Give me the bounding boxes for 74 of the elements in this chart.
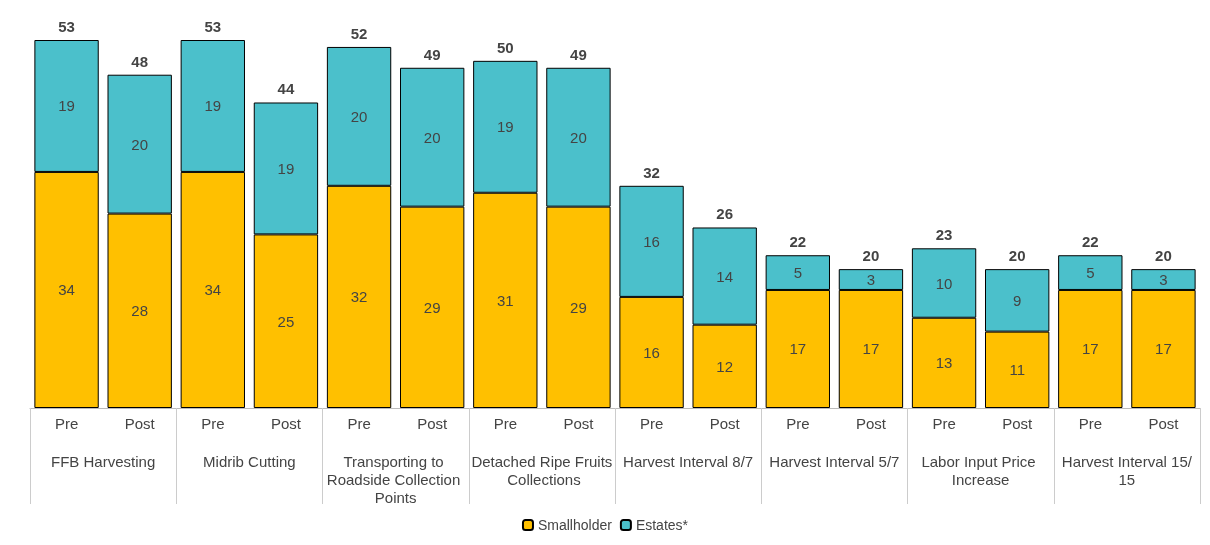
legend-label: Smallholder	[537, 517, 613, 533]
x-tick-label: Post	[1002, 415, 1034, 432]
x-tick-label: Pre	[786, 415, 810, 432]
text: Harvest Interval 5/7	[769, 452, 900, 470]
data-label: 12	[716, 357, 734, 375]
x-tick-label: Pre	[347, 415, 371, 432]
data-label: 17	[789, 340, 807, 358]
data-label: 16	[643, 343, 660, 361]
text: FFB Harvesting	[51, 452, 156, 470]
data-label: 5	[793, 264, 802, 282]
data-label: 17	[862, 340, 880, 358]
x-tick-label: Post	[709, 415, 741, 432]
x-tick-label: Post	[124, 415, 156, 432]
data-label: 19	[496, 118, 514, 136]
x-tick-label: Pre	[932, 415, 956, 432]
data-label: 20	[423, 128, 441, 146]
data-label: 25	[277, 312, 295, 330]
data-label: 19	[204, 97, 222, 115]
data-label: 31	[496, 291, 514, 309]
total-label: 49	[570, 45, 587, 63]
total-label: 53	[58, 18, 75, 35]
data-label: 32	[350, 288, 368, 306]
total-label: 22	[1081, 233, 1099, 251]
data-label: 3	[1159, 271, 1168, 289]
x-tick-label: Post	[417, 415, 449, 432]
data-label: 34	[204, 281, 222, 299]
total-label: 53	[204, 18, 222, 35]
total-label: 44	[277, 80, 295, 98]
x-tick-label: Post	[563, 415, 595, 432]
data-label: 29	[423, 298, 441, 316]
text: Midrib Cutting	[203, 452, 296, 470]
x-tick-label: Post	[1148, 415, 1180, 432]
text: Harvest Interval 8/7	[623, 452, 754, 470]
text: Labor Input Price Increase	[921, 452, 1040, 488]
x-tick-label: Pre	[201, 415, 225, 432]
data-label: 9	[1013, 291, 1022, 309]
legend-label: Estates*	[635, 517, 689, 533]
total-label: 26	[716, 205, 734, 223]
data-label: 16	[643, 232, 660, 250]
x-tick-label: Post	[270, 415, 302, 432]
data-label: 3	[866, 271, 876, 289]
data-label: 17	[1081, 340, 1099, 358]
total-label: 32	[643, 163, 660, 181]
data-label: 14	[716, 267, 734, 285]
data-label: 13	[935, 354, 953, 372]
x-tick-label: Post	[855, 415, 887, 432]
x-tick-label: Pre	[493, 415, 517, 432]
data-label: 17	[1155, 340, 1172, 358]
data-label: 34	[58, 281, 75, 299]
data-label: 11	[1009, 361, 1025, 379]
total-label: 23	[935, 226, 953, 244]
data-label: 29	[570, 298, 587, 316]
total-label: 52	[350, 24, 368, 42]
total-label: 20	[1155, 247, 1172, 265]
text: Detached Ripe Fruits Collections	[471, 452, 613, 488]
text: Transporting to Roadside Collection Points	[326, 452, 465, 506]
data-label: 19	[277, 159, 295, 177]
data-label: 20	[350, 107, 368, 125]
total-label: 48	[131, 52, 149, 70]
x-tick-label: Pre	[639, 415, 664, 432]
data-label: 19	[58, 97, 75, 115]
text: Harvest Interval 15/15	[1061, 452, 1193, 488]
x-tick-label: Pre	[1078, 415, 1102, 432]
data-label: 20	[131, 135, 149, 153]
data-label: 5	[1086, 264, 1095, 282]
total-label: 20	[1008, 247, 1026, 265]
data-label: 28	[131, 302, 149, 320]
x-tick-label: Pre	[54, 415, 79, 432]
total-label: 20	[862, 247, 880, 265]
total-label: 50	[496, 38, 514, 56]
data-label: 10	[935, 274, 953, 292]
total-label: 22	[789, 233, 807, 251]
data-label: 20	[570, 128, 587, 146]
total-label: 49	[423, 45, 441, 63]
